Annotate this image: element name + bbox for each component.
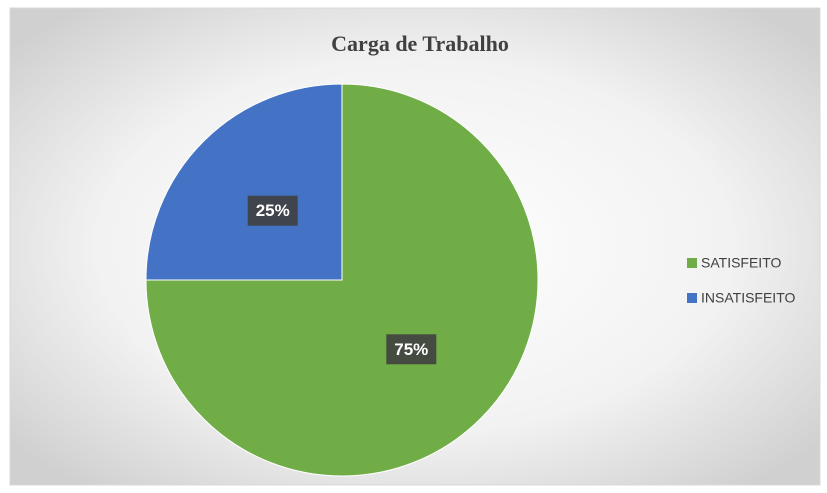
data-label-box (247, 195, 298, 226)
legend-swatch (687, 258, 697, 268)
pie-slice (145, 83, 539, 477)
data-label-box (386, 334, 437, 365)
legend-swatch (687, 293, 697, 303)
legend-label: INSATISFEITO (701, 290, 795, 306)
data-label: 25% (256, 201, 290, 220)
pie-slice (145, 83, 343, 281)
legend-label: SATISFEITO (701, 255, 781, 271)
data-label: 75% (394, 340, 428, 359)
chart-title: Carga de Trabalho (331, 31, 509, 56)
